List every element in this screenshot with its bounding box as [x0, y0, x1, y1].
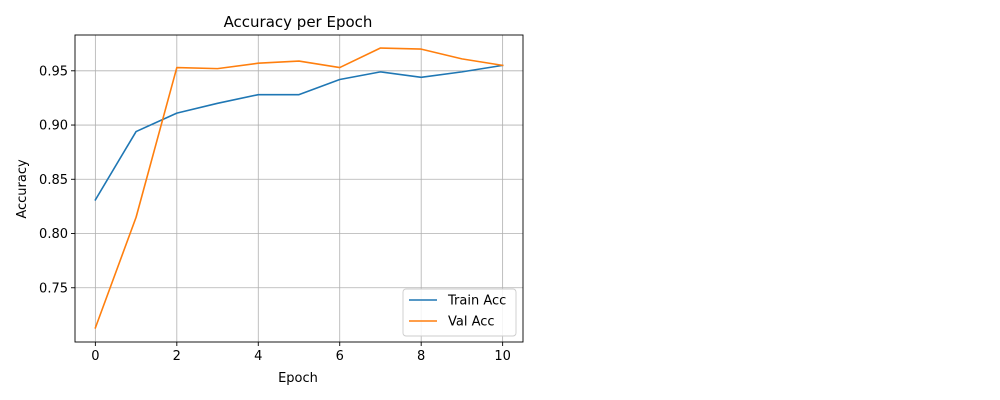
series-lines	[94, 47, 504, 329]
y-axis-title: Accuracy	[15, 159, 30, 219]
legend-label: Train Acc	[447, 294, 506, 309]
x-tick-label: 4	[254, 349, 262, 364]
x-tick-label: 6	[336, 349, 344, 364]
series-line-val-acc	[94, 47, 504, 329]
plot-frame	[74, 34, 524, 343]
x-axis-title: Epoch	[278, 371, 318, 386]
x-tick-label: 0	[91, 349, 99, 364]
series-line-train-acc	[94, 64, 504, 201]
legend: Train Acc Val Acc	[402, 288, 517, 337]
x-tick-label: 10	[494, 349, 511, 364]
y-tick-label: 0.85	[39, 173, 68, 188]
x-tick-label: 8	[417, 349, 425, 364]
axis-ticks: 0 2 4 6 8 10 0.75 0.80 0.85 0.90 0.95	[39, 64, 511, 364]
y-tick-label: 0.90	[39, 119, 68, 134]
chart-title: Accuracy per Epoch	[224, 13, 373, 31]
y-tick-label: 0.75	[39, 281, 68, 296]
x-tick-label: 2	[173, 349, 181, 364]
y-tick-label: 0.95	[39, 64, 68, 79]
legend-label: Val Acc	[448, 315, 495, 330]
y-tick-label: 0.80	[39, 227, 68, 242]
grid	[75, 35, 523, 342]
